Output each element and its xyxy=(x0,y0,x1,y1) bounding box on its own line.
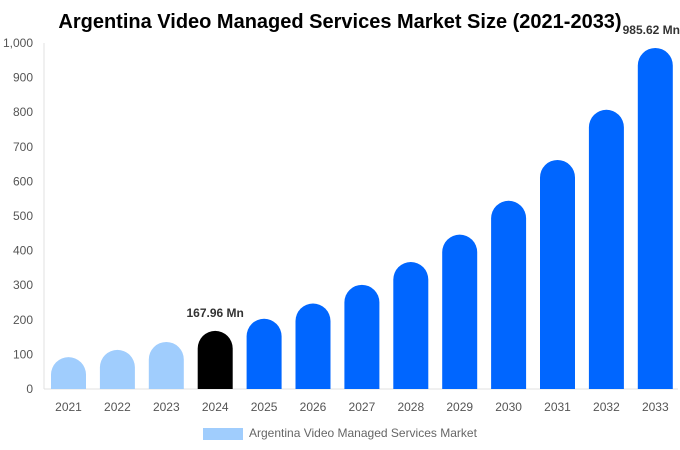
bar-2027[interactable] xyxy=(344,284,380,389)
data-label-2033: 985.62 Mn xyxy=(623,23,680,37)
bar-2033[interactable] xyxy=(637,47,673,390)
bar-2022[interactable] xyxy=(99,349,135,389)
x-axis: 2021 2022 2023 2024 2025 2026 2027 2028 2029 2030… xyxy=(55,400,669,414)
y-tick-label: 1,000 xyxy=(3,36,33,50)
legend-label: Argentina Video Managed Services Market xyxy=(249,426,478,440)
legend-swatch xyxy=(203,428,243,440)
y-tick-label: 800 xyxy=(13,105,33,119)
chart-title: Argentina Video Managed Services Market … xyxy=(58,11,621,33)
bar-2031[interactable] xyxy=(540,159,575,389)
data-labels: 167.96 Mn 985.62 Mn xyxy=(187,23,680,320)
bar-2023[interactable] xyxy=(148,341,184,389)
y-tick-label: 500 xyxy=(13,209,33,223)
y-axis: 0 100 200 300 400 500 600 700 800 900 1,000 xyxy=(3,36,678,396)
x-tick-label: 2024 xyxy=(202,400,229,414)
data-label-2024: 167.96 Mn xyxy=(187,306,244,320)
y-tick-label: 900 xyxy=(13,71,33,85)
x-tick-label: 2030 xyxy=(495,400,522,414)
y-tick-label: 100 xyxy=(13,347,33,361)
bar-2026[interactable] xyxy=(295,303,331,389)
y-tick-label: 600 xyxy=(13,174,33,188)
x-tick-label: 2021 xyxy=(55,400,82,414)
x-tick-label: 2032 xyxy=(593,400,620,414)
x-tick-label: 2025 xyxy=(251,400,278,414)
x-tick-label: 2022 xyxy=(104,400,131,414)
bar-2024[interactable] xyxy=(197,330,233,389)
x-tick-label: 2026 xyxy=(300,400,327,414)
bar-2030[interactable] xyxy=(491,200,527,389)
bar-2029[interactable] xyxy=(442,234,478,389)
y-tick-label: 400 xyxy=(13,244,33,258)
bars xyxy=(51,47,673,390)
x-tick-label: 2033 xyxy=(642,400,669,414)
x-tick-label: 2028 xyxy=(397,400,424,414)
x-tick-label: 2029 xyxy=(446,400,473,414)
legend[interactable]: Argentina Video Managed Services Market xyxy=(203,426,478,440)
y-tick-label: 200 xyxy=(13,313,33,327)
x-tick-label: 2027 xyxy=(349,400,376,414)
x-tick-label: 2023 xyxy=(153,400,180,414)
bar-2032[interactable] xyxy=(588,109,624,389)
x-tick-label: 2031 xyxy=(544,400,571,414)
bar-2025[interactable] xyxy=(246,318,282,389)
bar-2028[interactable] xyxy=(393,262,429,389)
y-tick-label: 300 xyxy=(13,278,33,292)
y-tick-label: 0 xyxy=(26,382,33,396)
y-tick-label: 700 xyxy=(13,140,33,154)
bar-2021[interactable] xyxy=(51,357,86,389)
